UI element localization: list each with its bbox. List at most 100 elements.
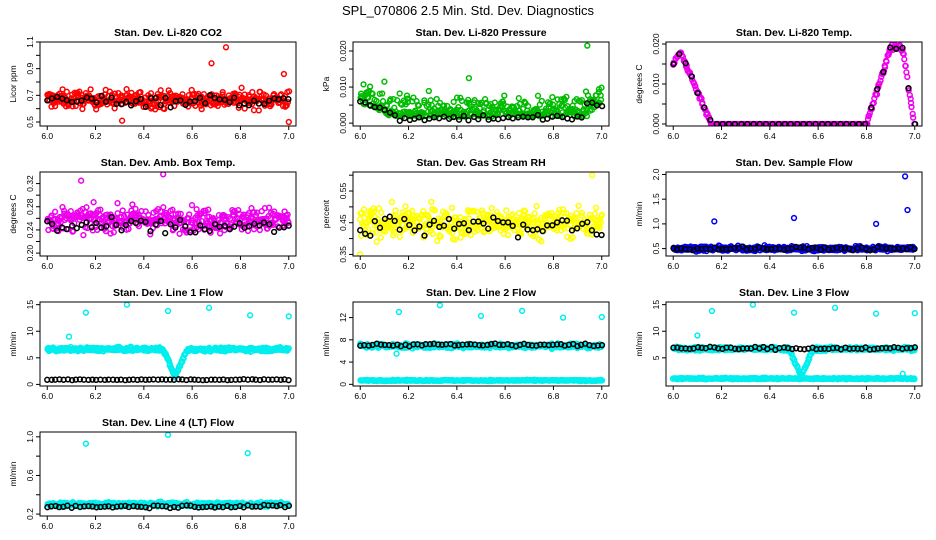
data-point-temp-s1 bbox=[855, 120, 863, 126]
data-point-line2-s2 bbox=[357, 342, 364, 349]
outlier-point-line2 bbox=[395, 308, 403, 316]
data-point-line1-s1 bbox=[249, 376, 256, 383]
data-point-ambtemp-s1 bbox=[83, 219, 90, 226]
data-point-co2-s1 bbox=[102, 98, 110, 105]
data-point-co2-s1 bbox=[48, 95, 56, 102]
data-point-rh-s1 bbox=[568, 227, 576, 234]
data-point-line1-s1 bbox=[208, 376, 215, 383]
data-point-co2-s1 bbox=[261, 100, 268, 108]
data-point-ambtemp-s0 bbox=[216, 230, 224, 237]
data-point-pressure-s0 bbox=[597, 96, 605, 104]
data-point-rh-s1 bbox=[588, 227, 596, 234]
data-point-rh-s0 bbox=[548, 213, 556, 220]
data-point-temp-s1 bbox=[707, 116, 714, 124]
data-point-ambtemp-s0 bbox=[193, 206, 200, 213]
points-line1 bbox=[44, 302, 292, 384]
data-point-rh-s0 bbox=[372, 229, 380, 236]
data-point-ambtemp-s1 bbox=[63, 225, 70, 233]
data-point-rh-s1 bbox=[401, 215, 408, 223]
data-point-co2-s1 bbox=[255, 100, 263, 107]
y-tick-label-rh: 0.55 bbox=[338, 182, 348, 199]
data-point-temp-s1 bbox=[824, 120, 832, 126]
data-point-line1-s1 bbox=[199, 376, 206, 384]
data-point-pressure-s0 bbox=[491, 99, 498, 106]
data-point-co2-s1 bbox=[177, 97, 184, 104]
y-tick-label-co2: 0.7 bbox=[25, 89, 35, 101]
data-point-ambtemp-s0 bbox=[195, 219, 202, 226]
data-point-pressure-s1 bbox=[544, 115, 551, 122]
data-point-rh-s1 bbox=[391, 217, 398, 225]
data-point-co2-s1 bbox=[162, 94, 169, 102]
data-point-rh-s0 bbox=[548, 209, 555, 217]
data-point-co2-s0 bbox=[179, 91, 186, 98]
data-point-co2-s1 bbox=[157, 101, 164, 109]
data-point-ambtemp-s0 bbox=[83, 204, 90, 211]
data-point-pressure-s1 bbox=[499, 114, 507, 122]
outlier-point-pressure bbox=[465, 74, 473, 82]
y-tick-label-line1: 0 bbox=[25, 382, 35, 387]
data-point-ambtemp-s0 bbox=[145, 211, 152, 219]
data-point-temp-s1 bbox=[731, 120, 739, 126]
data-point-ambtemp-s1 bbox=[108, 213, 115, 221]
data-point-rh-s1 bbox=[490, 214, 497, 221]
data-point-line3-s2 bbox=[731, 345, 739, 352]
data-point-temp-s1 bbox=[899, 44, 906, 52]
chart-title-ambtemp: Stan. Dev. Amb. Box Temp. bbox=[101, 157, 236, 169]
data-point-rh-s0 bbox=[515, 210, 523, 217]
data-point-co2-s1 bbox=[196, 94, 204, 102]
data-point-sampleflow-s1 bbox=[772, 245, 779, 252]
y-axis-label-pressure: kPa bbox=[321, 76, 331, 91]
data-point-pressure-s0 bbox=[453, 94, 461, 101]
x-tick-label-line1: 6.8 bbox=[235, 391, 247, 401]
data-point-ambtemp-s1 bbox=[118, 227, 125, 234]
x-tick-label-sampleflow: 6.2 bbox=[716, 261, 728, 271]
data-point-line3-s2 bbox=[854, 345, 861, 352]
data-point-rh-s0 bbox=[452, 214, 460, 221]
data-point-ambtemp-s1 bbox=[162, 230, 169, 237]
data-point-ambtemp-s0 bbox=[107, 230, 114, 237]
data-point-co2-s1 bbox=[226, 99, 233, 106]
data-point-ambtemp-s1 bbox=[113, 221, 120, 229]
data-point-rh-s0 bbox=[392, 212, 399, 219]
data-point-ambtemp-s0 bbox=[258, 208, 265, 215]
x-tick-label-line1: 6.2 bbox=[90, 391, 102, 401]
x-tick-label-pressure: 6.2 bbox=[403, 131, 415, 141]
data-point-pressure-s0 bbox=[387, 96, 394, 103]
data-point-rh-s0 bbox=[597, 219, 605, 226]
data-point-ambtemp-s1 bbox=[68, 222, 76, 229]
data-point-line1-s1 bbox=[277, 376, 284, 383]
data-point-rh-s1 bbox=[509, 222, 516, 230]
data-point-line2-s1 bbox=[598, 377, 606, 384]
x-tick-label-line3: 6.0 bbox=[667, 391, 679, 401]
y-tick-label-temp: 0.000 bbox=[651, 113, 661, 135]
data-point-rh-s0 bbox=[408, 207, 416, 215]
data-point-rh-s0 bbox=[569, 234, 576, 241]
data-point-rh-s0 bbox=[591, 210, 599, 217]
outlier-point-co2 bbox=[280, 70, 288, 78]
outlier-point-sampleflow bbox=[901, 173, 909, 180]
data-point-rh-s0 bbox=[598, 211, 606, 218]
data-point-line1-s1 bbox=[122, 376, 129, 384]
data-point-ambtemp-s0 bbox=[231, 208, 238, 215]
data-point-temp-s1 bbox=[701, 104, 708, 111]
data-point-rh-s0 bbox=[494, 209, 501, 216]
data-point-rh-s0 bbox=[473, 208, 480, 216]
data-point-co2-s1 bbox=[63, 97, 70, 104]
data-point-sampleflow-s1 bbox=[686, 246, 694, 253]
data-point-line3-s2 bbox=[817, 345, 824, 353]
data-point-pressure-s0 bbox=[373, 97, 380, 105]
data-point-sampleflow-s1 bbox=[809, 244, 816, 252]
data-point-rh-s0 bbox=[531, 210, 538, 217]
outlier-point-rh bbox=[357, 251, 364, 256]
data-point-temp-s1 bbox=[725, 120, 733, 126]
outlier-point-line3 bbox=[708, 307, 716, 315]
data-point-co2-s0 bbox=[238, 84, 245, 91]
data-point-pressure-s1 bbox=[391, 112, 399, 119]
data-point-co2-s1 bbox=[152, 94, 159, 102]
chart-title-temp: Stan. Dev. Li-820 Temp. bbox=[736, 27, 852, 39]
data-point-rh-s1 bbox=[416, 223, 423, 230]
outlier-point-line1 bbox=[205, 304, 213, 311]
outlier-point-pressure bbox=[584, 42, 591, 49]
data-point-rh-s0 bbox=[402, 203, 409, 210]
